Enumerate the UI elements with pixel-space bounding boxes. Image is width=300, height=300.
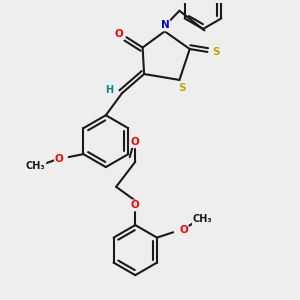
- Text: O: O: [131, 137, 140, 147]
- Text: O: O: [115, 29, 124, 39]
- Text: S: S: [178, 83, 185, 93]
- Text: N: N: [161, 20, 170, 31]
- Text: CH₃: CH₃: [193, 214, 212, 224]
- Text: O: O: [55, 154, 64, 164]
- Text: O: O: [179, 225, 188, 235]
- Text: CH₃: CH₃: [26, 161, 46, 172]
- Text: H: H: [106, 85, 114, 95]
- Text: S: S: [212, 47, 219, 57]
- Text: O: O: [131, 200, 140, 210]
